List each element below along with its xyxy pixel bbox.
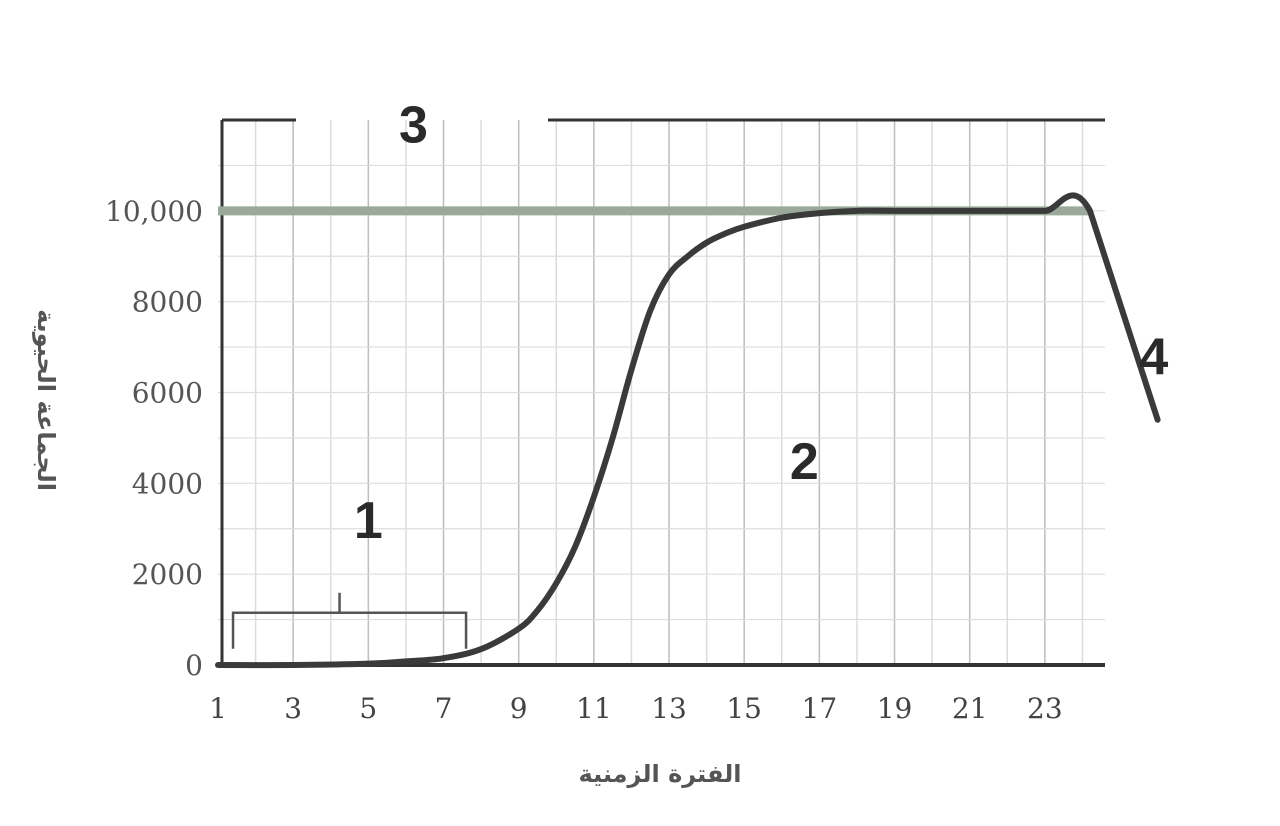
grid (218, 120, 1105, 665)
annotations: 1 2 3 4 (231, 97, 1168, 649)
x-tick-label: 23 (1027, 692, 1063, 725)
x-axis-title: الفترة الزمنية (579, 760, 742, 788)
x-tick-label: 1 (209, 692, 227, 725)
region-1-bracket (231, 611, 468, 649)
x-tick-label: 7 (435, 692, 453, 725)
y-axis-ticks: 0 2000 4000 6000 8000 10,000 (105, 195, 203, 682)
y-tick-label: 0 (185, 649, 203, 682)
x-tick-label: 21 (952, 692, 988, 725)
region-label-1: 1 (354, 492, 383, 550)
region-label-4: 4 (1139, 328, 1168, 386)
region-label-2: 2 (790, 433, 819, 491)
x-tick-label: 3 (284, 692, 302, 725)
x-axis-ticks: 1 3 5 7 9 11 13 15 17 19 21 23 (209, 692, 1063, 725)
x-tick-label: 15 (726, 692, 762, 725)
y-tick-label: 10,000 (105, 195, 203, 228)
y-tick-label: 8000 (132, 286, 203, 319)
x-tick-label: 13 (651, 692, 687, 725)
x-tick-label: 11 (576, 692, 612, 725)
y-tick-label: 6000 (132, 377, 203, 410)
series (215, 192, 1161, 669)
population-curve (215, 192, 1161, 669)
y-tick-label: 4000 (132, 467, 203, 500)
x-tick-label: 9 (510, 692, 528, 725)
x-tick-label: 19 (877, 692, 913, 725)
x-tick-label: 17 (802, 692, 838, 725)
x-tick-label: 5 (359, 692, 377, 725)
y-axis-title: الجماعة الحيوية (32, 309, 60, 491)
y-tick-label: 2000 (132, 558, 203, 591)
region-label-3: 3 (399, 97, 428, 155)
